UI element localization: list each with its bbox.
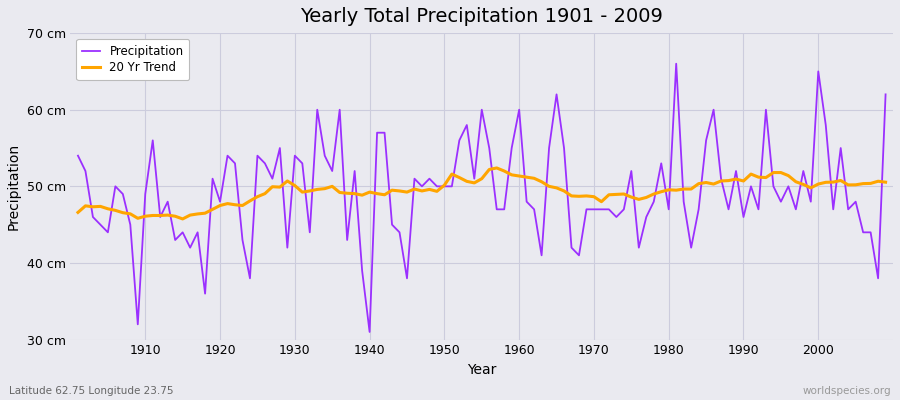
Precipitation — [514, 107, 525, 112]
20 Yr Trend — [132, 216, 143, 221]
Precipitation — [521, 199, 532, 204]
Precipitation — [342, 238, 353, 242]
Legend: Precipitation, 20 Yr Trend: Precipitation, 20 Yr Trend — [76, 39, 190, 80]
Line: Precipitation: Precipitation — [78, 64, 886, 332]
Text: worldspecies.org: worldspecies.org — [803, 386, 891, 396]
20 Yr Trend — [177, 216, 188, 221]
20 Yr Trend — [521, 175, 532, 180]
X-axis label: Year: Year — [467, 363, 497, 377]
20 Yr Trend — [349, 191, 360, 196]
Text: Latitude 62.75 Longitude 23.75: Latitude 62.75 Longitude 23.75 — [9, 386, 174, 396]
20 Yr Trend — [304, 188, 315, 193]
20 Yr Trend — [618, 192, 629, 196]
Precipitation — [132, 322, 143, 327]
Precipitation — [611, 215, 622, 220]
20 Yr Trend — [880, 180, 891, 184]
Precipitation — [880, 92, 891, 97]
Precipitation — [73, 153, 84, 158]
Precipitation — [297, 161, 308, 166]
20 Yr Trend — [528, 176, 539, 181]
Precipitation — [670, 61, 681, 66]
20 Yr Trend — [491, 166, 502, 170]
Precipitation — [364, 330, 375, 334]
Line: 20 Yr Trend: 20 Yr Trend — [78, 168, 886, 219]
20 Yr Trend — [73, 210, 84, 215]
Title: Yearly Total Precipitation 1901 - 2009: Yearly Total Precipitation 1901 - 2009 — [301, 7, 663, 26]
Y-axis label: Precipitation: Precipitation — [7, 143, 21, 230]
